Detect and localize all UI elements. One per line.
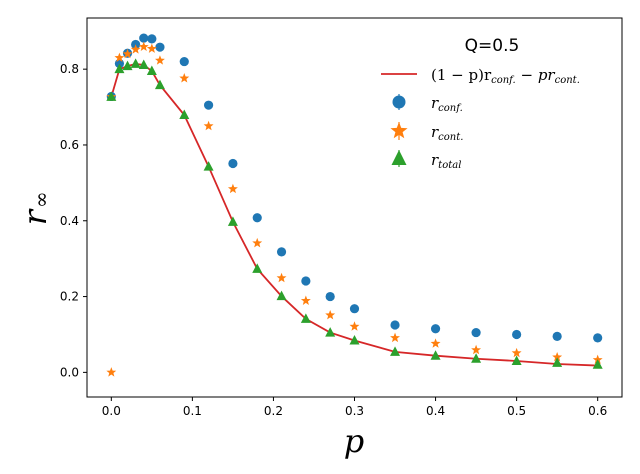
x-tick-label: 0.1 [183,404,202,418]
point-cont [138,41,149,52]
point-conf [471,327,481,338]
legend: Q=0.5 (1 − p)rconf. − prcont. rconf. rco… [381,36,580,171]
legend-entry-line: (1 − p)rconf. − prcont. [431,66,580,86]
point-conf [155,42,165,52]
y-axis-label-group: r ∞ [16,191,54,225]
x-tick-label: 0.4 [426,404,445,418]
legend-cont-sub: cont. [438,132,463,143]
y-tick-label: 0.4 [60,214,79,228]
legend-total-sub: total [438,160,461,171]
point-cont [146,43,157,53]
x-axis-label: p [344,422,364,460]
point-conf [301,276,311,286]
point-cont [155,55,165,65]
legend-cont-swatch [390,122,408,140]
legend-entry-cont: rcont. [431,123,463,143]
point-cont [227,183,238,194]
point-total [252,263,263,273]
point-cont [511,347,522,358]
point-conf [147,34,157,44]
x-axis-ticks: 0.0 0.1 0.2 0.3 0.4 0.5 0.6 [102,397,607,418]
point-total [203,161,214,171]
point-cont [430,338,441,348]
plot-background [87,18,622,397]
point-cont [300,295,311,305]
point-total [154,79,165,90]
point-total [276,290,287,301]
y-axis-ticks: 0.0 0.2 0.4 0.6 0.8 [60,62,87,379]
point-cont [252,237,263,248]
point-cont [114,52,125,62]
point-total [511,355,522,365]
legend-conf-sub: conf. [438,103,463,114]
point-cont [349,321,360,331]
legend-total-main: r [431,151,439,169]
point-conf [349,304,360,314]
point-total [592,359,603,369]
point-total [300,313,311,323]
legend-line-sub1: conf. [491,75,516,86]
point-total [349,335,360,345]
y-tick-label: 0.0 [60,365,79,379]
point-conf [430,324,441,334]
point-conf [552,331,562,341]
point-conf [276,247,287,257]
point-total [130,58,141,68]
x-tick-label: 0.0 [102,404,121,418]
legend-entry-conf: rconf. [431,94,463,114]
point-total [227,216,238,226]
point-conf [228,158,238,169]
point-conf [139,33,149,43]
y-tick-label: 0.8 [60,62,79,76]
point-conf [512,329,522,340]
point-total [179,109,190,120]
legend-conf-main: r [431,94,439,112]
y-tick-label: 0.2 [60,290,79,304]
x-tick-label: 0.2 [264,404,283,418]
point-conf [593,333,603,343]
point-cont [179,73,190,83]
y-tick-label: 0.6 [60,138,79,152]
legend-line-main: (1 − p)r [431,66,492,84]
point-total [146,65,157,76]
x-tick-label: 0.5 [507,404,526,418]
y-axis-label-subscript: ∞ [29,191,53,208]
point-conf [203,100,214,110]
x-tick-label: 0.3 [345,404,364,418]
point-total [390,346,401,356]
point-total [114,63,125,74]
point-cont [390,332,400,343]
point-total [471,353,482,363]
x-tick-label: 0.6 [588,404,607,418]
point-conf [390,320,400,330]
point-total [106,91,117,101]
point-cont [471,344,482,355]
point-total [552,357,563,367]
point-total [138,59,149,69]
point-cont [130,44,141,54]
point-cont [203,120,214,131]
legend-line-sub2: cont. [555,75,580,86]
point-conf [325,291,335,302]
legend-cont-main: r [431,123,439,141]
point-cont [276,272,287,283]
y-axis-label: r [16,208,54,225]
legend-line-mid: − pr [516,66,556,84]
point-conf [252,213,262,223]
point-total [122,60,133,71]
legend-entry-total: rtotal [431,151,461,171]
point-total [430,350,441,360]
point-conf [179,56,189,67]
point-cont [552,352,563,362]
legend-title: Q=0.5 [465,36,520,56]
series-markers [106,33,603,377]
point-total [325,327,336,337]
point-cont [106,367,117,377]
point-cont [325,309,336,320]
legend-conf-swatch [392,94,406,110]
legend-total-swatch [391,150,407,167]
point-cont [122,48,133,59]
